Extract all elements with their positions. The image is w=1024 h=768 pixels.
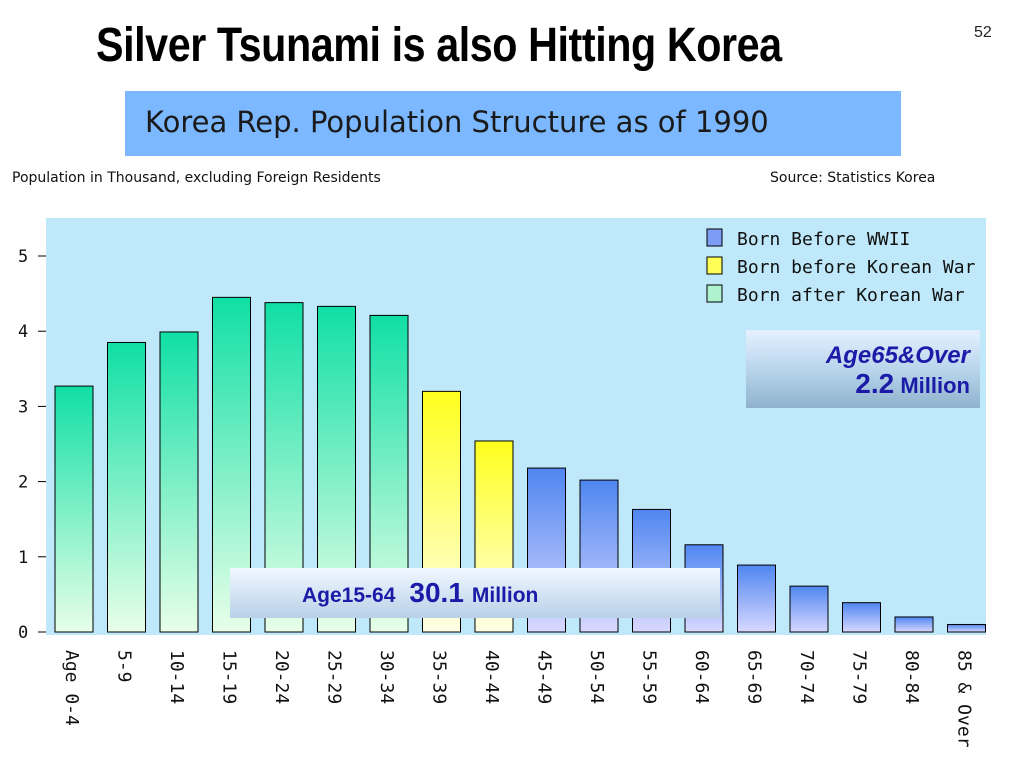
working-age-value: 30.1 (409, 577, 464, 608)
y-tick-label: 2 (18, 473, 28, 493)
y-tick-label: 3 (18, 397, 28, 417)
x-tick-label: 75-79 (849, 650, 870, 704)
y-tick-label: 1 (18, 548, 28, 568)
source-note: Source: Statistics Korea (770, 170, 936, 186)
chart-title-banner: Korea Rep. Population Structure as of 19… (125, 91, 901, 156)
legend-label: Born before Korean War (737, 257, 976, 278)
bar (842, 602, 881, 633)
x-tick-label: 10-14 (166, 650, 187, 704)
legend-swatch (706, 284, 723, 303)
x-tick-label: Age 0-4 (61, 650, 82, 726)
working-age-unit: Million (471, 584, 539, 607)
x-tick-label: 45-49 (534, 650, 555, 704)
age65-callout: Age65&Over 2.2 Million (746, 330, 980, 408)
x-tick-label: 80-84 (901, 650, 922, 704)
y-tick-label: 4 (18, 322, 28, 342)
x-tick-label: 35-39 (429, 650, 450, 704)
bar (159, 331, 199, 633)
units-note: Population in Thousand, excluding Foreig… (12, 170, 381, 186)
plot-background (46, 218, 986, 635)
bar (789, 585, 829, 633)
legend: Born Before WWII Born before Korean War Bo… (706, 228, 976, 306)
slide-title: Silver Tsunami is also Hitting Korea (96, 19, 782, 72)
x-tick-label: 5-9 (114, 650, 135, 683)
legend-label: Born after Korean War (737, 285, 965, 306)
legend-swatch (706, 256, 723, 275)
bar (737, 564, 776, 633)
x-tick-label: 25-29 (324, 650, 345, 704)
bar (894, 616, 934, 633)
chart-title: Korea Rep. Population Structure as of 19… (145, 105, 769, 139)
age65-unit: Million (900, 373, 970, 398)
x-tick-label: 40-44 (481, 650, 502, 704)
y-tick-label: 5 (18, 247, 28, 267)
bar (54, 385, 94, 633)
x-tick-label: 70-74 (796, 650, 817, 704)
x-tick-label: 20-24 (271, 650, 292, 704)
x-tick-label: 50-54 (586, 650, 607, 704)
working-age-label: Age15-64 (302, 584, 396, 607)
x-axis-labels: Age 0-4 5-9 10-14 15-19 20-24 25-29 30-34 35-39… (61, 650, 975, 748)
x-tick-label: 55-59 (639, 650, 660, 704)
bar (107, 341, 146, 633)
x-tick-label: 30-34 (376, 650, 397, 704)
legend-swatch (706, 228, 723, 247)
y-tick-label: 0 (18, 623, 28, 643)
page-number: 52 (974, 24, 992, 41)
age65-value: 2.2 (855, 368, 895, 399)
x-tick-label: 85 & Over (954, 650, 975, 748)
bar (947, 623, 986, 633)
y-axis: 0 1 2 3 4 5 (18, 247, 46, 643)
x-tick-label: 60-64 (691, 650, 712, 704)
age65-label: Age65&Over (825, 342, 970, 369)
x-tick-label: 65-69 (744, 650, 765, 704)
legend-label: Born Before WWII (737, 229, 910, 250)
working-age-callout: Age15-64 30.1 Million (230, 568, 720, 618)
x-tick-label: 15-19 (219, 650, 240, 704)
